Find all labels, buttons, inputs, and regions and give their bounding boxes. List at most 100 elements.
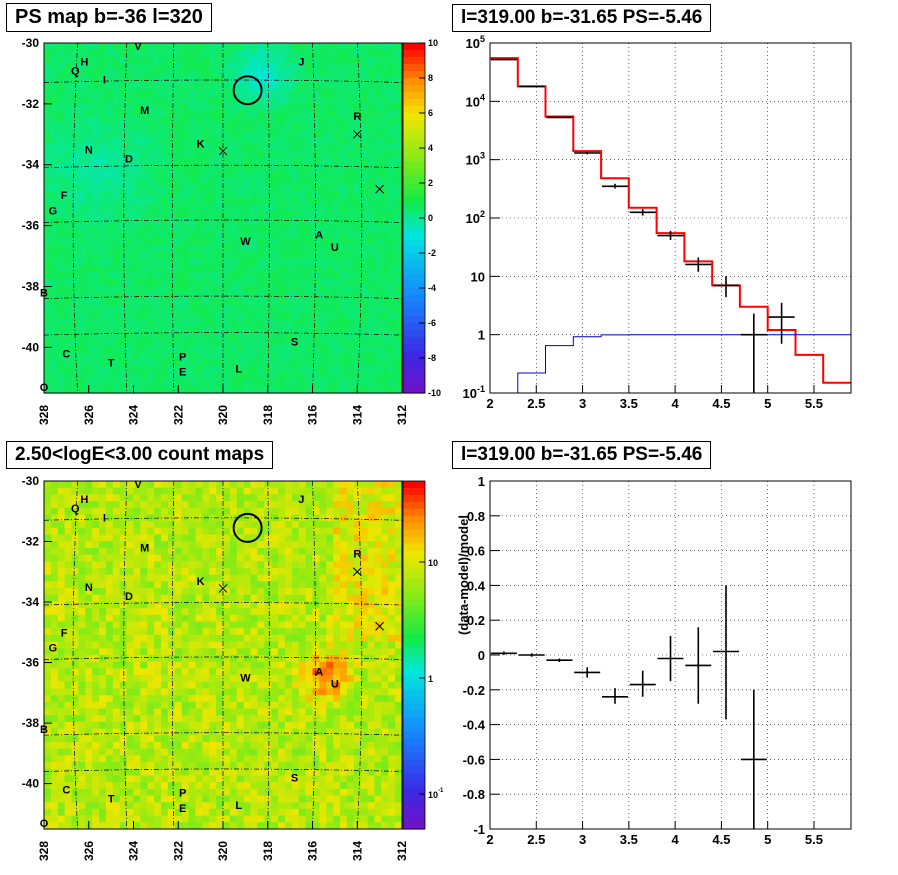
heatmap-cell (209, 675, 217, 683)
heatmap-cell (57, 96, 66, 105)
heatmap-cell (99, 534, 107, 542)
heatmap-cell (236, 305, 245, 313)
heatmap-cell (243, 332, 252, 340)
heatmap-cell (140, 244, 148, 253)
heatmap-cell (133, 184, 141, 192)
heatmap-cell (161, 325, 169, 334)
heatmap-cell (78, 123, 86, 132)
heatmap-cell (388, 83, 396, 91)
heatmap-cell (229, 123, 238, 132)
heatmap-cell (223, 501, 231, 509)
heatmap-cell (284, 775, 293, 783)
heatmap-cell (243, 231, 252, 239)
heatmap-cell (195, 278, 203, 286)
heatmap-cell (133, 715, 141, 723)
heatmap-cell (326, 76, 334, 84)
heatmap-cell (236, 608, 245, 616)
heatmap-cell (85, 701, 93, 710)
heatmap-cell (44, 123, 52, 132)
heatmap-cell (312, 608, 320, 616)
heatmap-cell (64, 788, 73, 797)
heatmap-cell (78, 76, 86, 84)
heatmap-cell (229, 641, 238, 649)
heatmap-cell (71, 742, 80, 750)
heatmap-cell (229, 238, 238, 246)
colorbar-swatch (403, 267, 425, 275)
heatmap-cell (284, 822, 293, 830)
heatmap-cell (119, 191, 128, 199)
heatmap-cell (85, 143, 93, 152)
heatmap-cell (78, 312, 86, 320)
heatmap-cell (126, 359, 135, 367)
heatmap-cell (236, 43, 245, 51)
heatmap-cell (312, 728, 320, 736)
heatmap-cell (250, 265, 259, 273)
heatmap-cell (105, 69, 114, 78)
heatmap-cell (105, 514, 114, 522)
heatmap-cell (360, 157, 369, 165)
heatmap-cell (174, 695, 183, 703)
heatmap-cell (57, 244, 66, 253)
heatmap-cell (195, 143, 203, 152)
heatmap-cell (367, 285, 376, 293)
heatmap-cell (195, 748, 203, 756)
heatmap-cell (147, 481, 155, 489)
heatmap-cell (133, 588, 141, 596)
heatmap-cell (367, 238, 376, 246)
heatmap-cell (312, 76, 320, 84)
heatmap-cell (243, 56, 252, 64)
heatmap-cell (188, 487, 197, 495)
heatmap-cell (99, 76, 107, 84)
heatmap-cell (195, 795, 203, 803)
heatmap-cell (278, 708, 286, 716)
heatmap-cell (57, 568, 66, 576)
heatmap-cell (388, 359, 396, 367)
heatmap-cell (395, 90, 403, 98)
heatmap-cell (236, 668, 245, 676)
heatmap-cell (326, 137, 334, 145)
heatmap-cell (278, 701, 286, 710)
heatmap-cell (161, 137, 169, 145)
heatmap-cell (44, 177, 52, 185)
heatmap-cell (250, 137, 259, 145)
heatmap-cell (374, 318, 382, 327)
heatmap-cell (174, 668, 183, 676)
heatmap-cell (57, 574, 66, 582)
heatmap-cell (64, 547, 73, 556)
heatmap-cell (119, 265, 128, 273)
heatmap-cell (340, 69, 348, 78)
heatmap-cell (154, 117, 162, 125)
heatmap-cell (216, 668, 224, 676)
heatmap-cell (174, 768, 183, 777)
heatmap-cell (374, 96, 382, 105)
heatmap-cell (257, 762, 265, 770)
heatmap-cell (284, 231, 293, 239)
heatmap-cell (271, 292, 279, 300)
heatmap-cell (312, 688, 320, 696)
heatmap-cell (174, 339, 183, 347)
heatmap-cell (298, 83, 307, 91)
heatmap-cell (181, 325, 190, 334)
heatmap-cell (112, 581, 121, 589)
heatmap-cell (319, 808, 327, 817)
heatmap-cell (243, 487, 252, 495)
heatmap-cell (333, 123, 341, 132)
heatmap-cell (229, 715, 238, 723)
heatmap-cell (271, 621, 279, 629)
heatmap-cell (99, 352, 107, 360)
heatmap-cell (271, 568, 279, 576)
heatmap-cell (112, 325, 121, 334)
heatmap-cell (167, 621, 176, 629)
heatmap-cell (181, 541, 190, 549)
heatmap-cell (284, 251, 293, 259)
heatmap-cell (167, 634, 176, 643)
heatmap-cell (291, 628, 300, 636)
heatmap-cell (264, 345, 272, 354)
heatmap-cell (64, 748, 73, 756)
heatmap-cell (209, 110, 217, 118)
heatmap-cell (381, 265, 389, 273)
heatmap-cell (174, 701, 183, 710)
heatmap-cell (223, 379, 231, 387)
heatmap-cell (291, 762, 300, 770)
heatmap-cell (99, 177, 107, 185)
